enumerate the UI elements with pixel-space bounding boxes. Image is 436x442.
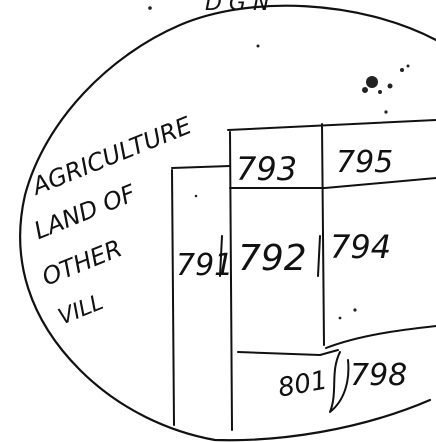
plot791-top-edge xyxy=(171,165,231,169)
plot791-792-divider xyxy=(229,131,233,431)
side-label-line-3: OTHER xyxy=(38,234,126,291)
plot801-798-divider xyxy=(329,351,350,413)
scan-noise xyxy=(148,6,410,320)
plot792-794-divider xyxy=(321,123,325,346)
plot-798-label: 798 xyxy=(350,358,407,393)
plot-801-label: 801 xyxy=(276,365,330,403)
side-label-line-4: VILL xyxy=(55,290,107,330)
side-label-group: AGRICULTURE LAND OF OTHER VILL xyxy=(26,111,196,330)
grid-top-line xyxy=(227,119,436,131)
plot-794-label: 794 xyxy=(330,228,391,266)
plot-793-label: 793 xyxy=(236,150,297,188)
plot-792-label: 792 xyxy=(238,238,307,279)
plot-795-label: 795 xyxy=(336,145,393,180)
plot-792-tick xyxy=(317,235,321,277)
plot-791-label: 791 xyxy=(176,248,233,283)
plot792-bottom-edge xyxy=(237,349,339,356)
plot794-798-divider xyxy=(325,325,436,349)
plot-791-tick xyxy=(219,235,223,277)
plot791-left-edge xyxy=(171,169,175,426)
village-boundary-circle xyxy=(19,4,436,442)
grid-row1-line xyxy=(229,177,436,189)
